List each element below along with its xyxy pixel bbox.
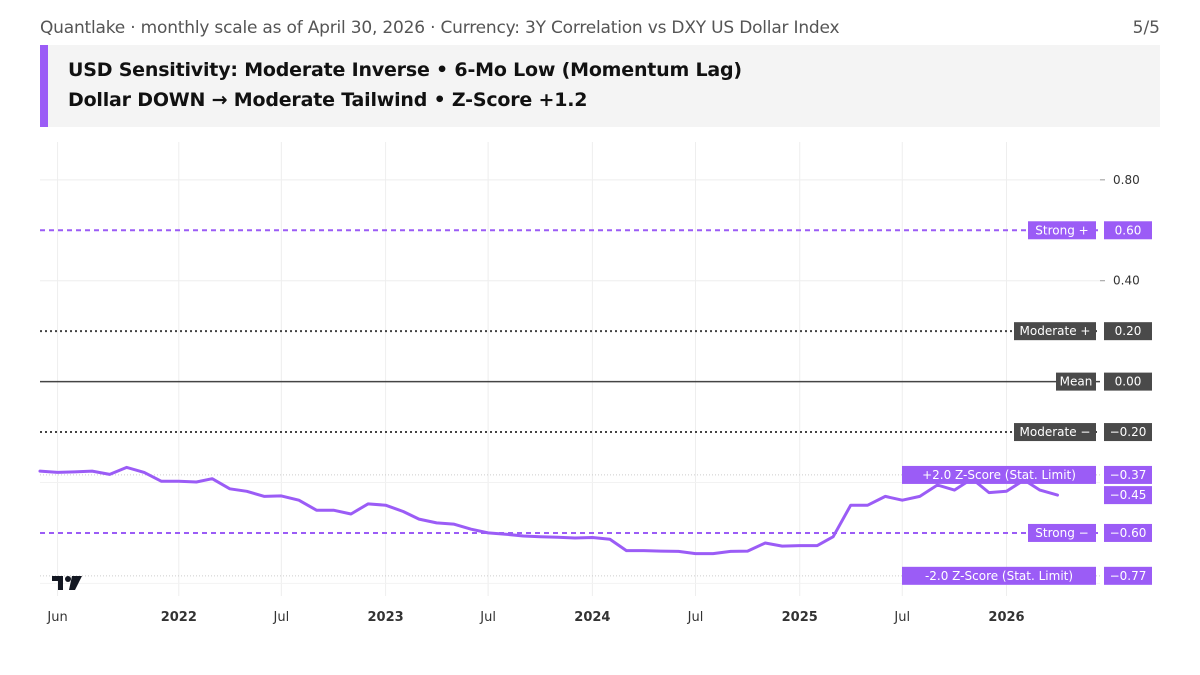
reference-label-box — [902, 566, 1096, 585]
x-tick-label: 2026 — [988, 610, 1024, 625]
reference-value: −0.77 — [1110, 569, 1147, 583]
x-tick-label: Jul — [893, 610, 910, 625]
last-value-box — [1104, 486, 1152, 505]
reference-label: Mean — [1060, 375, 1093, 389]
reference-value: 0.60 — [1115, 223, 1142, 237]
reference-value-box — [1104, 322, 1152, 341]
reference-label-box — [1056, 372, 1096, 391]
reference-value: 0.20 — [1115, 324, 1142, 338]
reference-value-box — [1104, 221, 1152, 240]
reference-value: −0.37 — [1110, 468, 1147, 482]
reference-label: Strong + — [1035, 223, 1088, 237]
tradingview-logo-icon — [52, 576, 82, 590]
reference-value-box — [1104, 465, 1152, 484]
reference-value-box — [1104, 423, 1152, 442]
reference-label: Moderate − — [1020, 425, 1091, 439]
reference-value: −0.20 — [1110, 425, 1147, 439]
last-value-label: −0.45 — [1110, 488, 1147, 502]
reference-label: -2.0 Z-Score (Stat. Limit) — [925, 569, 1073, 583]
page-number: 5/5 — [1132, 18, 1160, 38]
y-tick-label: 0.80 — [1113, 173, 1140, 187]
banner-line-1: USD Sensitivity: Moderate Inverse • 6-Mo… — [68, 59, 742, 81]
reference-label-box — [1028, 523, 1096, 542]
x-tick-label: 2024 — [574, 610, 610, 625]
reference-value: −0.60 — [1110, 526, 1147, 540]
x-tick-label: 2023 — [367, 610, 403, 625]
chart-source-line: Quantlake · monthly scale as of April 30… — [40, 18, 840, 38]
reference-value: 0.00 — [1115, 375, 1142, 389]
y-tick-label: 0.40 — [1113, 274, 1140, 288]
reference-value-box — [1104, 523, 1152, 542]
summary-banner: USD Sensitivity: Moderate Inverse • 6-Mo… — [40, 45, 1160, 127]
series-line — [38, 465, 1059, 556]
reference-label-box — [1014, 322, 1096, 341]
reference-label: Moderate + — [1020, 324, 1091, 338]
reference-label: +2.0 Z-Score (Stat. Limit) — [922, 468, 1076, 482]
reference-label-box — [1014, 423, 1096, 442]
x-tick-label: Jul — [479, 610, 496, 625]
x-tick-label: Jul — [687, 610, 704, 625]
x-tick-label: Jun — [46, 610, 67, 625]
x-tick-label: Jul — [273, 610, 290, 625]
banner-line-2: Dollar DOWN → Moderate Tailwind • Z-Scor… — [68, 89, 588, 111]
reference-value-box — [1104, 372, 1152, 391]
x-tick-label: 2025 — [782, 610, 818, 625]
reference-label-box — [1028, 221, 1096, 240]
reference-value-box — [1104, 566, 1152, 585]
reference-label-box — [902, 465, 1096, 484]
reference-label: Strong − — [1035, 526, 1088, 540]
x-tick-label: 2022 — [161, 610, 197, 625]
